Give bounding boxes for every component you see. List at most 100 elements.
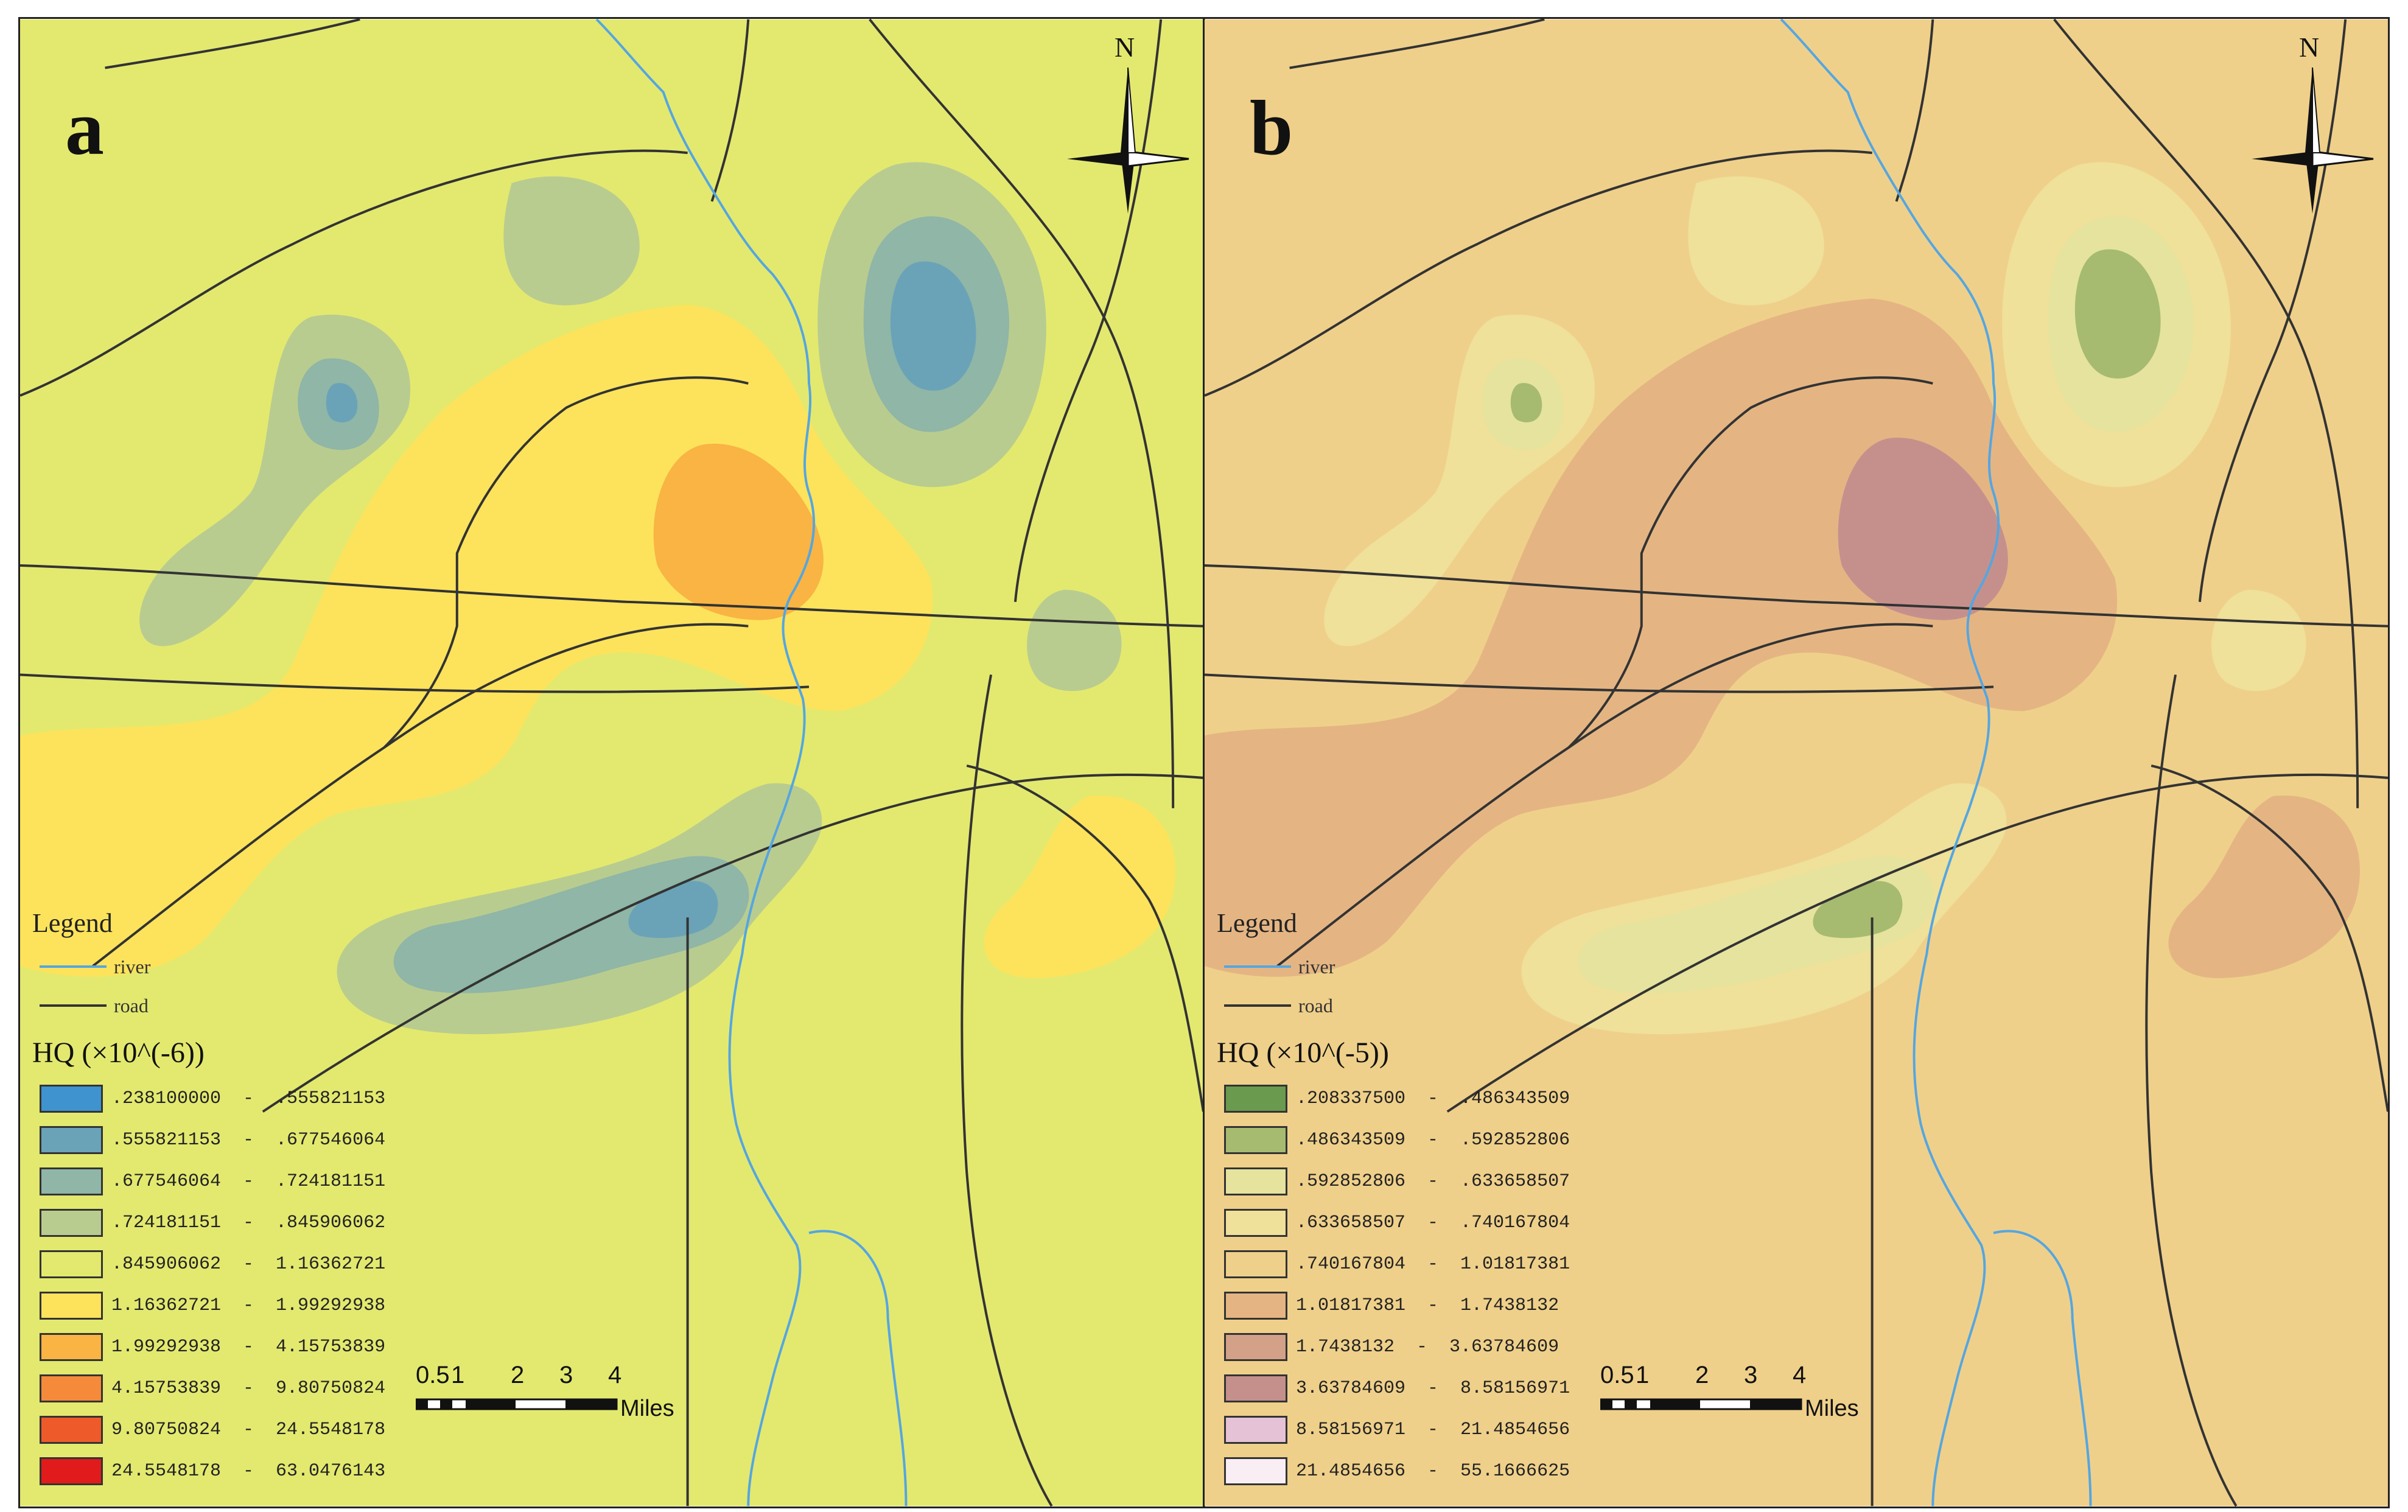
legend: Legend river road HQ (×10^(-5)) .2083375… (1217, 908, 1606, 1492)
river (595, 19, 816, 1507)
scale-ticks: 0.5 1 2 3 4 (1600, 1362, 1905, 1398)
scale-tick: 3 (559, 1362, 573, 1388)
north-arrow-icon: N (2239, 31, 2385, 214)
legend-class-row: .238100000 - .555821153 (32, 1078, 422, 1119)
legend-class-row: 1.7438132 - 3.63784609 (1217, 1326, 1606, 1368)
legend-class-label: 8.58156971 - 21.4854656 (1296, 1419, 1570, 1440)
north-label: N (1115, 32, 1135, 63)
scale-tick: 4 (608, 1362, 622, 1388)
hq-title: HQ (×10^(-6)) (32, 1037, 205, 1069)
hq-zone (1688, 176, 1824, 306)
legend-class-row: .633658507 - .740167804 (1217, 1202, 1606, 1244)
legend-class-label: 21.4854656 - 55.1666625 (1296, 1461, 1570, 1482)
legend-class-swatch (1224, 1209, 1287, 1237)
river-label: river (114, 955, 151, 978)
hq-zone (1510, 383, 1542, 422)
map-canvas-b (1205, 19, 2388, 1507)
legend-class-label: .486343509 - .592852806 (1296, 1130, 1570, 1150)
legend-class-row: 3.63784609 - 8.58156971 (1217, 1368, 1606, 1409)
legend-class-row: 1.01817381 - 1.7438132 (1217, 1285, 1606, 1326)
scale-ticks: 0.5 1 2 3 4 (416, 1362, 720, 1398)
hq-zone (2074, 249, 2161, 379)
legend-class-row: 4.15753839 - 9.80750824 (32, 1368, 422, 1409)
scale-tick: 2 (511, 1362, 525, 1388)
legend-class-label: 24.5548178 - 63.0476143 (111, 1461, 386, 1482)
north-arrow-icon: N (1055, 31, 1201, 214)
scale-tick: 3 (1744, 1362, 1758, 1388)
hq-zone (1813, 881, 1903, 939)
north-label: N (2299, 32, 2320, 63)
legend-road: road (32, 986, 422, 1025)
legend-class-label: 3.63784609 - 8.58156971 (1296, 1378, 1570, 1399)
legend-class-row: .486343509 - .592852806 (1217, 1119, 1606, 1161)
legend-class-label: 1.7438132 - 3.63784609 (1296, 1337, 1559, 1357)
legend-class-label: .740167804 - 1.01817381 (1296, 1254, 1570, 1275)
legend-class-row: .724181151 - .845906062 (32, 1202, 422, 1244)
scale-tick: 0.5 (416, 1362, 450, 1388)
panel-letter: a (65, 85, 104, 171)
legend-class-row: 1.99292938 - 4.15753839 (32, 1326, 422, 1368)
legend-class-swatch (40, 1085, 103, 1113)
legend-class-swatch (1224, 1416, 1287, 1444)
road-swatch (40, 1004, 107, 1007)
legend-class-row: .208337500 - .486343509 (1217, 1078, 1606, 1119)
river-label: river (1298, 955, 1335, 978)
scale-bar-graphic (1600, 1398, 1802, 1410)
legend-class-row: .845906062 - 1.16362721 (32, 1244, 422, 1285)
road-label: road (114, 994, 149, 1017)
hq-zone (2168, 795, 2360, 978)
hq-zone (1027, 589, 1122, 691)
river (1993, 1230, 2092, 1507)
legend-class-row: .555821153 - .677546064 (32, 1119, 422, 1161)
hq-zone (653, 443, 824, 620)
scale-unit: Miles (620, 1396, 674, 1421)
legend-class-row: 8.58156971 - 21.4854656 (1217, 1409, 1606, 1451)
legend-class-row: .677546064 - .724181151 (32, 1161, 422, 1202)
legend-class-swatch (40, 1292, 103, 1320)
scale-bar-icon: 0.5 1 2 3 4 Miles (416, 1362, 720, 1435)
map-panel-a: a N Legend river road HQ (×10^(-6)) .238… (18, 17, 1205, 1508)
legend-class-label: .633658507 - .740167804 (1296, 1213, 1570, 1233)
legend-class-label: .724181151 - .845906062 (111, 1213, 386, 1233)
legend-class-swatch (40, 1250, 103, 1278)
class-list: .208337500 - .486343509 .486343509 - .592… (1217, 1078, 1606, 1492)
legend-class-label: 9.80750824 - 24.5548178 (111, 1419, 386, 1440)
scale-tick: 1 (451, 1362, 465, 1388)
road-label: road (1298, 994, 1333, 1017)
legend-class-swatch (1224, 1085, 1287, 1113)
legend-class-swatch (1224, 1292, 1287, 1320)
legend-class-swatch (40, 1333, 103, 1361)
hq-zone (1838, 437, 2008, 620)
legend-class-label: 4.15753839 - 9.80750824 (111, 1378, 386, 1399)
legend-title: Legend (32, 908, 113, 938)
legend-class-swatch (40, 1416, 103, 1444)
legend-class-swatch (1224, 1374, 1287, 1402)
legend-class-swatch (1224, 1167, 1287, 1195)
legend-class-swatch (40, 1126, 103, 1154)
road-network (20, 19, 1203, 1507)
hq-zone (984, 795, 1175, 978)
river-swatch (1224, 965, 1291, 968)
legend: Legend river road HQ (×10^(-6)) .2381000… (32, 908, 422, 1492)
legend-class-swatch (1224, 1250, 1287, 1278)
scale-bar-icon: 0.5 1 2 3 4 Miles (1600, 1362, 1905, 1435)
hq-zone (1578, 856, 1934, 993)
map-canvas-a (20, 19, 1203, 1507)
legend-class-row: 9.80750824 - 24.5548178 (32, 1409, 422, 1451)
road-swatch (1224, 1004, 1291, 1007)
legend-class-label: 1.99292938 - 4.15753839 (111, 1337, 386, 1357)
legend-class-swatch (40, 1209, 103, 1237)
legend-class-row: 21.4854656 - 55.1666625 (1217, 1451, 1606, 1492)
legend-class-row: .740167804 - 1.01817381 (1217, 1244, 1606, 1285)
hq-zone (628, 881, 718, 939)
legend-class-label: .677546064 - .724181151 (111, 1171, 386, 1192)
legend-class-label: 1.16362721 - 1.99292938 (111, 1295, 386, 1316)
legend-class-label: .208337500 - .486343509 (1296, 1088, 1570, 1109)
hq-zone (890, 261, 976, 391)
panel-letter: b (1250, 85, 1293, 171)
legend-class-label: .592852806 - .633658507 (1296, 1171, 1570, 1192)
legend-class-swatch (1224, 1126, 1287, 1154)
legend-class-row: .592852806 - .633658507 (1217, 1161, 1606, 1202)
road-network (1205, 19, 2388, 1507)
legend-class-label: .555821153 - .677546064 (111, 1130, 386, 1150)
